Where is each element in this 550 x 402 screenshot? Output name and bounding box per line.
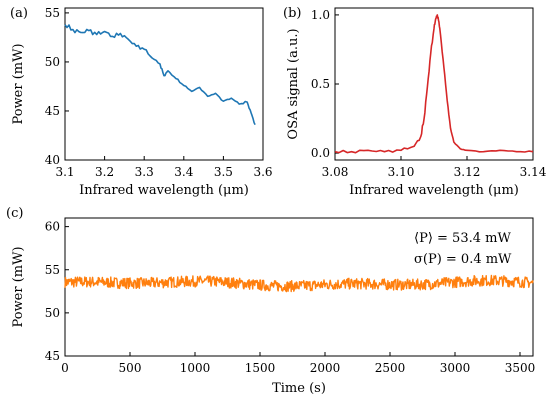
y-tick-label: 40 [45,153,60,167]
x-tick-label: 3.1 [55,165,74,179]
annotation-mean: ⟨P⟩ = 53.4 mW [414,231,511,246]
xlabel-b: Infrared wavelength (μm) [349,183,519,198]
ylabel-b: OSA signal (a.u.) [286,28,301,139]
y-tick-label: 45 [45,349,60,363]
x-tick-label: 3.5 [214,165,233,179]
y-tick-label: 0.5 [311,77,330,91]
tick-group-a: 3.1 3.2 3.3 3.4 3.5 3.6 40 45 50 55 [45,6,273,179]
y-tick-label: 55 [45,6,60,20]
y-tick-label: 45 [45,104,60,118]
x-tick-label: 3.14 [520,165,547,179]
panel-c: 0 500 1000 1500 2000 2500 3000 3500 45 50 55 60 Tim… [11,217,536,396]
y-tick-label: 55 [45,263,60,277]
x-tick-label: 3.08 [322,165,349,179]
x-tick-label: 3.3 [135,165,154,179]
x-tick-label: 0 [61,361,69,375]
y-tick-label: 50 [45,306,60,320]
x-tick-label: 3.10 [388,165,415,179]
x-tick-label: 3.2 [95,165,114,179]
x-tick-label: 3.6 [253,165,272,179]
panel-a: 3.1 3.2 3.3 3.4 3.5 3.6 40 45 50 55 Infrared wave… [11,6,273,198]
series-line [334,14,534,154]
xlabel-c: Time (s) [272,381,326,396]
y-tick-label: 50 [45,55,60,69]
ylabel-a: Power (mW) [11,43,26,124]
x-tick-label: 2000 [310,361,341,375]
series-line [64,24,256,126]
tick-group-b: 3.08 3.10 3.12 3.14 0.0 0.5 1.0 [311,8,547,179]
y-tick-label: 1.0 [311,8,330,22]
panel-label-b: (b) [283,6,301,21]
x-tick-label: 3.4 [174,165,193,179]
x-tick-label: 3500 [505,361,536,375]
x-tick-label: 500 [119,361,142,375]
panel-b: 3.08 3.10 3.12 3.14 0.0 0.5 1.0 Infrared wavel… [286,7,547,198]
x-tick-label: 3000 [440,361,471,375]
tick-group-c: 0 500 1000 1500 2000 2500 3000 3500 45 50 55 60 [45,220,536,375]
ylabel-c: Power (mW) [11,246,26,327]
series-line [64,274,534,293]
x-tick-label: 2500 [375,361,406,375]
annotation-std: σ(P) = 0.4 mW [414,252,512,267]
panel-label-c: (c) [6,206,23,221]
x-tick-label: 3.12 [454,165,481,179]
y-tick-label: 0.0 [311,146,330,160]
plot-frame-a [64,7,264,161]
x-tick-label: 1000 [180,361,211,375]
xlabel-a: Infrared wavelength (μm) [79,183,249,198]
y-tick-label: 60 [45,220,60,234]
panel-label-a: (a) [10,6,28,21]
x-tick-label: 1500 [245,361,276,375]
